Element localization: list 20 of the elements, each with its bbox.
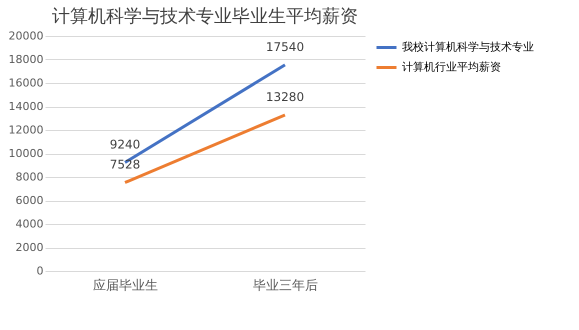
x-tick-label: 应届毕业生 [93, 278, 158, 294]
y-tick-label: 10000 [8, 147, 44, 160]
data-label: 9240 [110, 137, 140, 152]
y-tick-label: 16000 [8, 76, 44, 90]
data-label: 13280 [266, 90, 304, 104]
y-tick-label: 0 [36, 264, 44, 278]
y-tick-label: 12000 [8, 124, 44, 136]
x-tick-label: 毕业三年后 [253, 278, 318, 294]
y-tick-label: 14000 [8, 100, 44, 113]
y-tick-label: 8000 [16, 170, 44, 184]
data-label: 7528 [110, 158, 140, 172]
data-label: 17540 [266, 40, 304, 54]
y-tick-label: 2000 [16, 241, 44, 254]
legend-label: 计算机行业平均薪资 [402, 60, 501, 74]
legend-label: 我校计算机科学与技术专业 [402, 40, 534, 54]
y-tick-label: 6000 [16, 194, 44, 207]
y-tick-label: 18000 [8, 53, 44, 66]
y-tick-label: 4000 [16, 218, 44, 230]
y-tick-label: 20000 [8, 30, 44, 42]
chart-title: 计算机科学与技术专业毕业生平均薪资 [52, 6, 358, 27]
